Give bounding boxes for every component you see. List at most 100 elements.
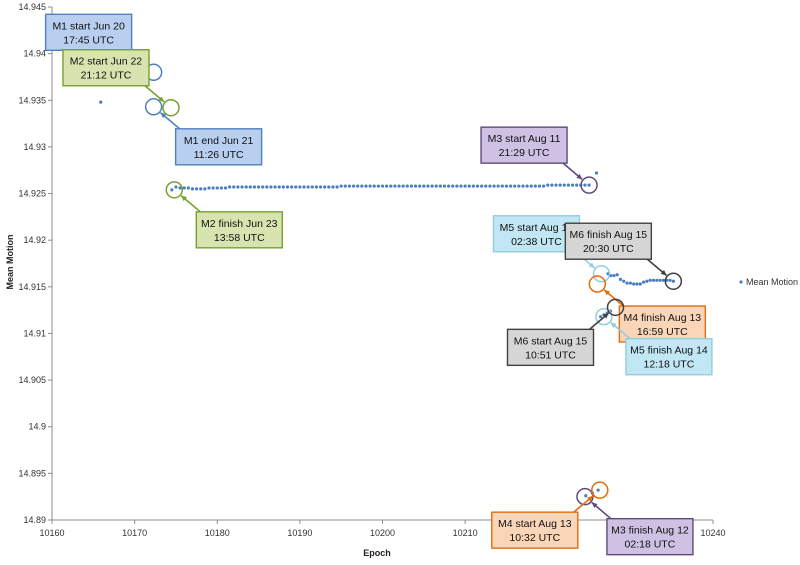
annotation-marker-circle <box>165 181 184 199</box>
annotation-box <box>195 211 283 249</box>
data-point <box>418 184 422 188</box>
data-point <box>397 184 401 188</box>
data-point <box>393 184 397 188</box>
data-point <box>475 184 480 188</box>
annotation-callout: M3 start Aug 11 21:29 UTC <box>480 126 598 194</box>
annotation-title: M2 finish Jun 23 <box>201 218 278 230</box>
data-point <box>587 183 591 187</box>
annotation-callout: M4 finish Aug 13 16:59 UTC <box>588 275 707 343</box>
data-point <box>178 186 182 190</box>
x-tick-label: 10210 <box>453 528 478 538</box>
data-point <box>413 184 418 188</box>
data-point <box>174 185 178 189</box>
annotation-marker-circle <box>591 481 609 499</box>
y-tick-label: 14.89 <box>23 515 46 525</box>
data-point <box>645 279 649 283</box>
data-point <box>405 184 409 188</box>
x-tick-label: 10160 <box>39 528 64 538</box>
annotation-time: 13:58 UTC <box>214 232 265 244</box>
data-point <box>372 184 376 188</box>
data-point <box>302 185 306 189</box>
data-point <box>463 184 467 188</box>
data-point <box>290 185 294 189</box>
data-point <box>434 184 438 188</box>
x-tick-label: 10200 <box>370 528 395 538</box>
annotation-box <box>625 337 713 376</box>
data-point <box>641 280 646 284</box>
annotation-marker-circle <box>588 275 607 293</box>
annotation-title: M6 finish Aug 15 <box>570 229 648 241</box>
y-tick-label: 14.895 <box>18 468 46 478</box>
annotation-title: M3 finish Aug 12 <box>611 525 689 537</box>
data-point <box>426 184 430 188</box>
data-point <box>438 184 442 188</box>
annotation-marker-circle <box>162 98 180 117</box>
data-point <box>277 185 281 189</box>
y-tick-label: 14.94 <box>23 49 46 59</box>
annotation-callout: M2 start Jun 22 21:12 UTC <box>62 49 180 117</box>
data-point <box>550 183 554 187</box>
data-point <box>244 185 248 189</box>
data-point <box>343 184 347 188</box>
y-tick-label: 14.92 <box>23 235 46 245</box>
data-point <box>182 186 186 190</box>
data-point <box>236 185 240 189</box>
annotation-box <box>491 511 579 549</box>
data-point <box>248 185 252 189</box>
data-point <box>376 184 380 188</box>
data-point <box>599 315 603 319</box>
data-point <box>194 187 199 191</box>
annotation-arrowhead <box>587 495 593 502</box>
y-tick-label: 14.93 <box>23 142 46 152</box>
annotation-time: 11:26 UTC <box>194 149 244 161</box>
data-point <box>594 171 599 175</box>
data-point <box>484 184 488 188</box>
y-tick-label: 14.905 <box>18 375 46 385</box>
data-point <box>335 185 339 189</box>
annotation-marker-circle <box>144 98 163 116</box>
data-point <box>635 282 639 286</box>
x-tick-label: 10190 <box>287 528 312 538</box>
annotation-arrowhead <box>604 289 611 296</box>
data-point <box>525 184 529 188</box>
data-point <box>529 184 533 188</box>
data-point <box>380 184 385 188</box>
data-point <box>364 184 368 188</box>
data-point <box>199 187 203 191</box>
legend-label: Mean Motion <box>746 277 798 287</box>
y-axis-title: Mean Motion <box>5 235 15 290</box>
data-point <box>409 184 414 188</box>
data-point <box>661 278 666 282</box>
data-point <box>269 185 273 189</box>
data-point <box>256 185 261 189</box>
data-point <box>471 184 475 188</box>
data-points <box>99 69 675 498</box>
data-point <box>455 184 459 188</box>
data-point <box>596 488 600 492</box>
annotation-marker-circle <box>606 298 625 317</box>
annotation-box <box>62 49 150 87</box>
data-point <box>170 188 174 192</box>
data-point <box>546 183 550 187</box>
data-point <box>442 184 447 188</box>
data-point <box>99 100 103 104</box>
annotation-title: M4 start Aug 13 <box>498 518 572 530</box>
x-tick-label: 10240 <box>700 528 725 538</box>
annotation-title: M1 end Jun 21 <box>184 135 254 147</box>
annotation-time: 10:32 UTC <box>509 532 560 544</box>
annotation-time: 21:29 UTC <box>499 147 550 159</box>
data-point <box>671 279 675 283</box>
data-point <box>583 183 587 187</box>
annotation-marker-circle <box>580 176 598 194</box>
data-point <box>504 184 509 188</box>
annotation-box <box>564 222 653 260</box>
data-point <box>331 185 335 189</box>
annotation-callout: M2 finish Jun 23 13:58 UTC <box>165 181 283 249</box>
annotation-box <box>174 128 263 166</box>
data-point <box>496 184 500 188</box>
data-point <box>211 186 215 190</box>
data-point <box>628 281 632 285</box>
data-point <box>575 183 579 187</box>
data-point <box>430 184 434 188</box>
